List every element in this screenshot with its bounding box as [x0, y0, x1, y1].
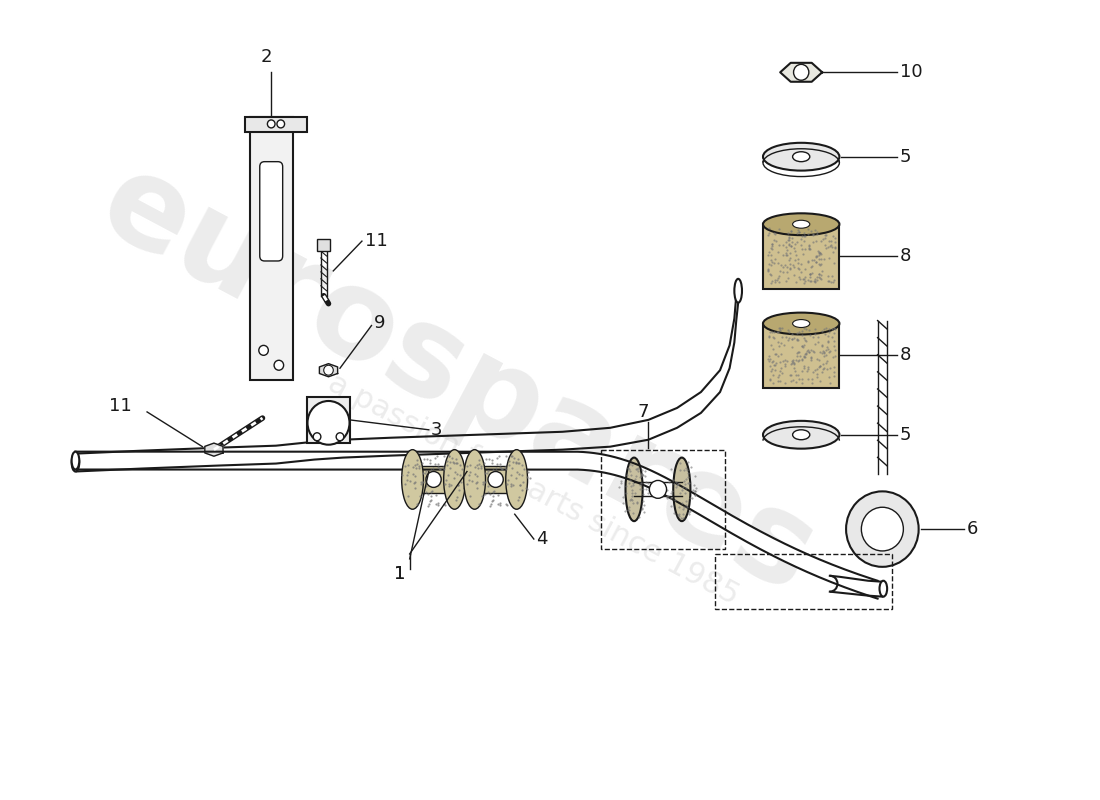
Bar	[250, 117, 294, 380]
Text: 4: 4	[536, 530, 547, 548]
Text: 8: 8	[900, 247, 911, 265]
Ellipse shape	[793, 152, 810, 162]
Text: 1: 1	[395, 565, 406, 582]
Text: 11: 11	[365, 232, 387, 250]
Text: 8: 8	[900, 346, 911, 364]
Polygon shape	[205, 443, 223, 456]
Ellipse shape	[735, 279, 743, 302]
Circle shape	[258, 346, 268, 355]
FancyBboxPatch shape	[260, 162, 283, 261]
Bar	[601, 450, 725, 549]
Ellipse shape	[763, 421, 839, 449]
Ellipse shape	[793, 430, 810, 440]
Polygon shape	[780, 63, 822, 82]
Text: 7: 7	[638, 403, 649, 421]
Circle shape	[323, 366, 333, 375]
Circle shape	[793, 64, 808, 80]
Ellipse shape	[880, 581, 887, 597]
Ellipse shape	[763, 214, 839, 235]
Text: 6: 6	[967, 520, 978, 538]
Text: a passion for parts since 1985: a passion for parts since 1985	[323, 368, 745, 610]
Ellipse shape	[443, 450, 465, 510]
Text: 3: 3	[431, 421, 442, 438]
Polygon shape	[76, 452, 878, 598]
Ellipse shape	[763, 142, 839, 170]
Ellipse shape	[506, 450, 528, 510]
Circle shape	[846, 491, 918, 567]
Polygon shape	[245, 117, 307, 132]
Bar	[412, 466, 454, 494]
Ellipse shape	[673, 458, 691, 521]
Circle shape	[488, 471, 504, 487]
Ellipse shape	[793, 220, 810, 228]
Text: 9: 9	[373, 314, 385, 331]
Text: 2: 2	[261, 48, 272, 66]
Bar	[763, 224, 839, 289]
Bar	[474, 466, 517, 494]
Text: eurospares: eurospares	[80, 142, 835, 619]
Circle shape	[337, 433, 344, 441]
Polygon shape	[308, 397, 350, 442]
Bar	[763, 323, 839, 388]
Circle shape	[308, 401, 350, 445]
Text: 5: 5	[900, 148, 911, 166]
Circle shape	[267, 120, 275, 128]
Circle shape	[649, 481, 667, 498]
Polygon shape	[319, 364, 338, 377]
Ellipse shape	[72, 454, 79, 471]
Circle shape	[277, 120, 285, 128]
Ellipse shape	[763, 313, 839, 334]
Bar	[715, 554, 892, 609]
Ellipse shape	[464, 450, 485, 510]
Circle shape	[426, 471, 441, 487]
Text: 5: 5	[900, 426, 911, 444]
Circle shape	[274, 360, 284, 370]
Ellipse shape	[626, 458, 642, 521]
Ellipse shape	[402, 450, 424, 510]
Circle shape	[314, 433, 321, 441]
Text: 1: 1	[395, 565, 406, 582]
Text: 11: 11	[109, 397, 132, 415]
Bar	[317, 239, 330, 251]
Circle shape	[861, 507, 903, 551]
Ellipse shape	[793, 319, 810, 327]
Ellipse shape	[72, 452, 79, 470]
Text: 10: 10	[900, 63, 922, 82]
